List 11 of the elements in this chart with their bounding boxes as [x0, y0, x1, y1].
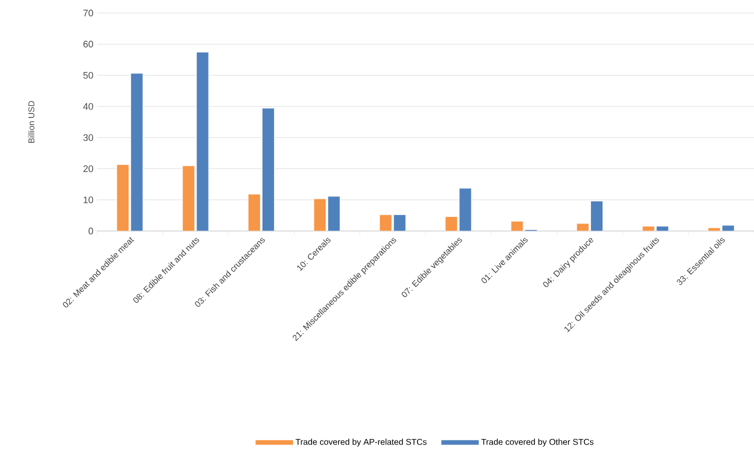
y-tick-label: 60 [83, 40, 94, 48]
y-tick-label: 50 [83, 72, 94, 79]
y-tick-label: 20 [83, 165, 94, 172]
y-tick-label: 40 [83, 103, 94, 110]
y-tick-label: 30 [83, 134, 94, 141]
y-tick-label: 10 [84, 196, 94, 204]
y-tick-label: 0 [88, 228, 94, 234]
legend-label: Trade covered by AP-related STCs [296, 438, 427, 447]
y-axis-title: Billion USD [28, 101, 34, 143]
y-tick-label: 70 [83, 10, 94, 16]
legend-label: Trade covered by Other STCs [481, 438, 594, 447]
